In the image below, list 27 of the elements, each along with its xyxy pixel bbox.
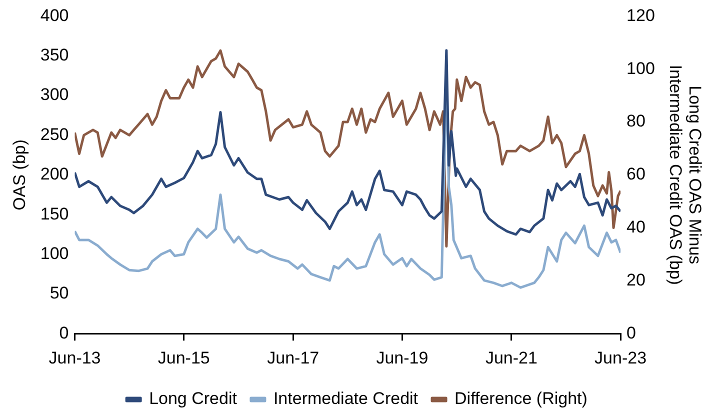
y-axis-title: OAS (bp) [10,139,29,210]
y2-tick-label: 20 [626,270,646,290]
legend-label: Intermediate Credit [273,389,418,408]
y-tick-label: 350 [40,46,69,65]
legend-label: Long Credit [149,389,238,408]
x-tick-label: Jun-17 [267,348,320,368]
y2-tick-label: 120 [626,6,655,25]
x-tick-label: Jun-21 [485,348,538,368]
y-tick-label: 400 [40,6,69,25]
x-tick-label: Jun-19 [376,348,428,368]
y2-tick-label: 80 [626,112,646,131]
y2-tick-label: 40 [626,217,646,236]
x-tick-label: Jun-23 [594,348,647,368]
y-tick-label: 100 [40,244,69,263]
y-tick-label: 300 [40,85,69,104]
legend-label: Difference (Right) [454,389,588,408]
y-tick-label: 0 [59,323,69,342]
y2-tick-label: 60 [626,164,646,184]
y-tick-label: 150 [40,204,69,224]
y2-tick-label: 100 [626,58,655,78]
y2-tick-label: 0 [626,323,636,342]
x-tick-label: Jun-15 [158,348,210,368]
y2-axis-title: Long Credit OAS Minus Intermediate Credit OAS (bp) [666,64,705,285]
y-tick-label: 250 [40,124,69,144]
y-tick-label: 200 [40,164,69,184]
x-tick-label: Jun-13 [48,348,101,368]
y-tick-label: 50 [50,284,69,303]
